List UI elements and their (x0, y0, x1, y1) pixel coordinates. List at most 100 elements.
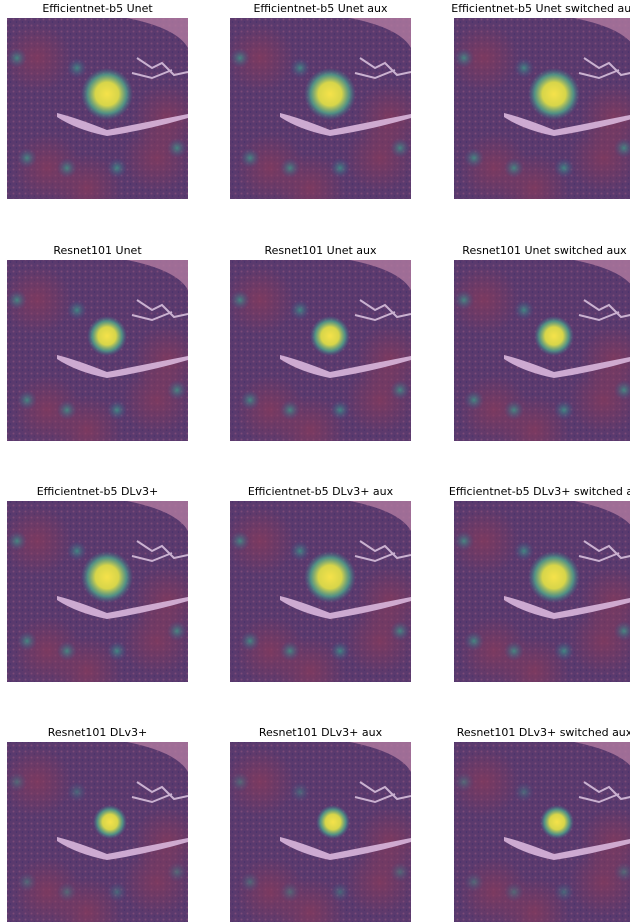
heatmap-image (2, 260, 202, 465)
activation-spot (280, 400, 300, 420)
panel-title: Efficientnet-b5 Unet (42, 2, 153, 15)
stain (355, 807, 425, 877)
activation-blob (528, 68, 580, 120)
activation-blob (304, 551, 356, 603)
activation-spot (107, 158, 127, 178)
activation-spot (280, 882, 300, 902)
image-content (449, 742, 630, 922)
image-content (2, 501, 202, 706)
activation-spot (17, 148, 37, 168)
activation-spot (504, 158, 524, 178)
heatmap-image (2, 742, 202, 922)
heatmap-image (2, 18, 202, 223)
activation-spot (167, 380, 187, 400)
activation-spot (390, 138, 410, 158)
image-content (225, 742, 425, 922)
image-content (2, 742, 202, 922)
activation-spot (504, 882, 524, 902)
panel-title: Efficientnet-b5 Unet aux (253, 2, 388, 15)
panel-title: Resnet101 DLv3+ switched aux (457, 726, 630, 739)
panel-title: Efficientnet-b5 DLv3+ switched au (449, 485, 630, 498)
activation-spot (167, 138, 187, 158)
activation-spot (554, 400, 574, 420)
activation-spot (454, 531, 474, 551)
activation-spot (464, 631, 484, 651)
heatmap-image (449, 260, 630, 465)
panel-title: Resnet101 DLv3+ aux (259, 726, 383, 739)
activation-spot (57, 641, 77, 661)
activation-spot (240, 631, 260, 651)
panel-title: Efficientnet-b5 Unet switched aux (451, 2, 630, 15)
activation-spot (290, 58, 310, 78)
activation-spot (290, 300, 310, 320)
activation-spot (554, 158, 574, 178)
activation-blob (87, 316, 127, 356)
stain (132, 325, 202, 395)
stain (355, 325, 425, 395)
activation-spot (7, 531, 27, 551)
image-content (225, 501, 425, 706)
activation-spot (17, 390, 37, 410)
activation-spot (57, 400, 77, 420)
activation-spot (7, 48, 27, 68)
activation-spot (390, 862, 410, 882)
activation-spot (107, 400, 127, 420)
image-content (449, 18, 630, 223)
heatmap-image (225, 18, 425, 223)
activation-spot (454, 772, 474, 792)
activation-spot (67, 541, 87, 561)
activation-spot (454, 48, 474, 68)
activation-spot (464, 872, 484, 892)
activation-blob (528, 551, 580, 603)
image-content (225, 18, 425, 223)
stain (355, 566, 425, 636)
activation-spot (390, 621, 410, 641)
activation-spot (504, 641, 524, 661)
activation-spot (280, 641, 300, 661)
activation-spot (107, 882, 127, 902)
stain (132, 83, 202, 153)
heatmap-image (225, 742, 425, 922)
activation-spot (514, 782, 534, 802)
activation-spot (67, 300, 87, 320)
activation-spot (464, 148, 484, 168)
activation-spot (504, 400, 524, 420)
panel-title: Efficientnet-b5 DLv3+ aux (248, 485, 394, 498)
activation-spot (554, 641, 574, 661)
activation-spot (330, 158, 350, 178)
activation-spot (167, 862, 187, 882)
activation-spot (554, 882, 574, 902)
activation-spot (7, 290, 27, 310)
activation-spot (240, 148, 260, 168)
activation-spot (330, 641, 350, 661)
activation-blob (534, 316, 574, 356)
heatmap-image (449, 501, 630, 706)
activation-spot (107, 641, 127, 661)
stain (132, 807, 202, 877)
activation-spot (230, 48, 250, 68)
activation-spot (67, 58, 87, 78)
activation-blob (310, 316, 350, 356)
activation-spot (290, 541, 310, 561)
activation-spot (57, 882, 77, 902)
activation-spot (230, 290, 250, 310)
activation-spot (514, 58, 534, 78)
panel-title: Resnet101 Unet (53, 244, 142, 257)
panel-title: Resnet101 Unet aux (264, 244, 377, 257)
activation-spot (240, 390, 260, 410)
activation-spot (17, 631, 37, 651)
heatmap-image (225, 501, 425, 706)
activation-spot (330, 400, 350, 420)
activation-spot (514, 300, 534, 320)
activation-spot (390, 380, 410, 400)
image-content (2, 260, 202, 465)
activation-blob (304, 68, 356, 120)
activation-spot (167, 621, 187, 641)
heatmap-image (2, 501, 202, 706)
activation-spot (57, 158, 77, 178)
heatmap-image (449, 18, 630, 223)
activation-blob (316, 805, 350, 839)
activation-spot (240, 872, 260, 892)
panel-title: Resnet101 Unet switched aux (462, 244, 627, 257)
stain (132, 566, 202, 636)
